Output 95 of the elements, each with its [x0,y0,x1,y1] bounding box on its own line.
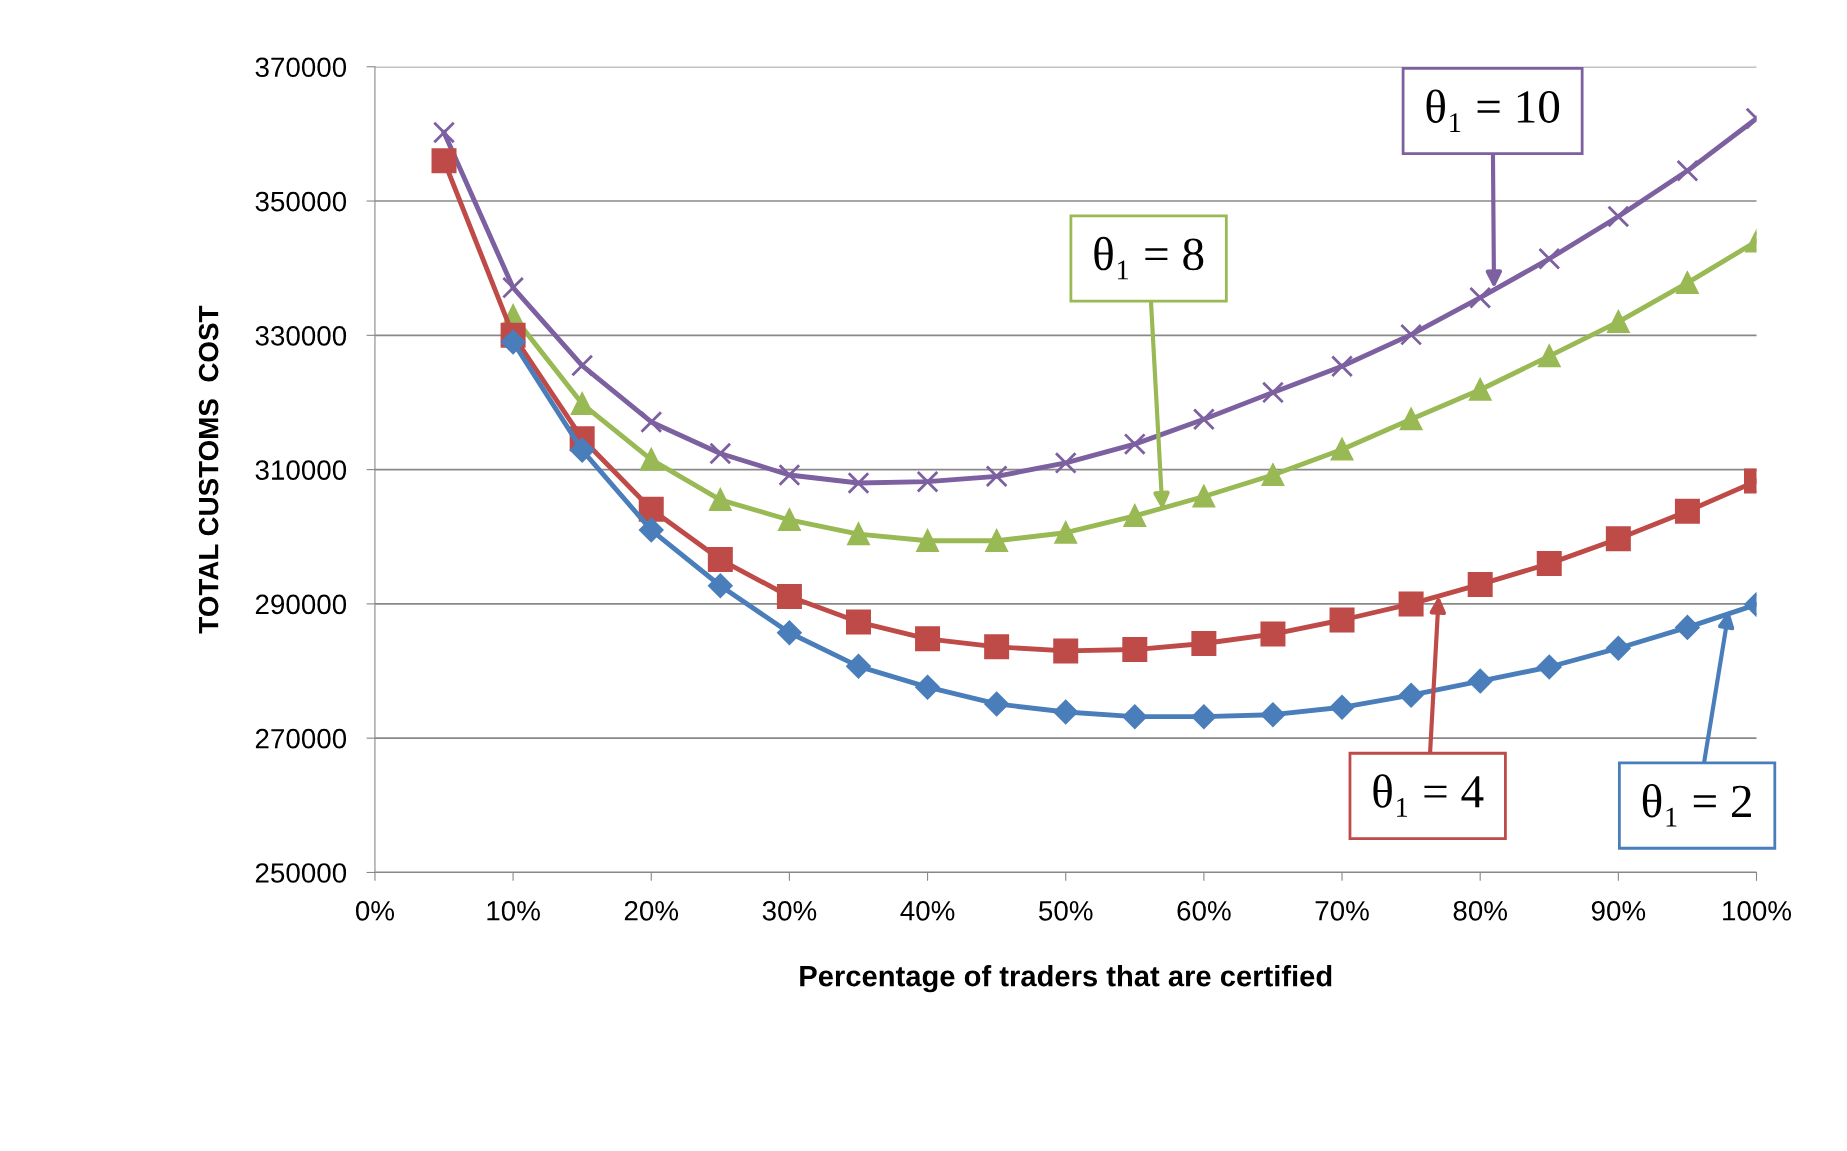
point [709,488,732,511]
point [501,276,525,299]
point [1330,438,1354,461]
point [709,442,732,465]
point [1261,381,1285,404]
point [1537,654,1562,680]
point [1469,378,1492,401]
y-tick-label: 330000 [255,325,347,346]
point [984,634,1010,660]
point [1192,408,1215,431]
point [1122,704,1147,729]
point [984,691,1009,717]
point [432,121,456,144]
point [569,437,595,463]
point [1398,683,1424,708]
point [1607,310,1630,334]
point [1467,571,1493,597]
point [916,470,939,493]
point [1123,432,1146,456]
annotation: θ₁ = 2 [1642,783,1751,827]
point [847,522,870,546]
y-tick-label: 290000 [255,594,347,615]
point [707,547,733,573]
point [1330,355,1354,378]
point [1053,638,1079,664]
point [916,529,939,552]
point [845,609,871,635]
x-tick-label: 90% [1591,900,1646,921]
point [1538,345,1561,368]
point [1054,451,1077,475]
point [1329,607,1355,633]
point [1606,636,1631,661]
x-tick-label: 30% [762,900,817,921]
x-tick-label: 10% [487,900,540,921]
point [915,674,940,700]
point [1191,704,1217,729]
point [1400,323,1423,346]
y-tick-label: 270000 [255,728,347,749]
point [1676,271,1699,295]
point [778,508,801,532]
point [778,463,801,487]
point [639,517,664,543]
point [640,410,663,434]
point [1261,463,1285,487]
point [846,654,871,679]
x-tick-label: 80% [1453,900,1507,921]
x-tick-label: 50% [1039,900,1093,921]
point [1260,621,1286,647]
point [1192,485,1215,508]
x-tick-label: 100% [1723,900,1792,921]
y-axis-title: TOTAL CUSTOMS COST [198,305,219,634]
point [1676,159,1699,182]
point [777,620,802,645]
annotation: θ₁ = 4 [1373,774,1484,817]
point [431,148,457,174]
point [571,392,594,415]
y-tick-label: 250000 [255,863,347,883]
point [1122,637,1148,663]
point [571,354,594,377]
x-axis-title: Percentage of traders that are certified [800,965,1332,993]
point [500,329,526,355]
point [776,584,802,610]
point [985,529,1008,552]
point [1675,615,1700,640]
x-tick-label: 0% [355,900,395,921]
x-tick-label: 40% [900,900,955,921]
point [640,448,663,471]
point [1054,521,1077,544]
point [708,573,733,598]
point [1674,498,1700,524]
point [1329,695,1355,720]
x-tick-label: 70% [1315,900,1369,921]
y-tick-label: 350000 [255,191,347,212]
point [1260,702,1286,727]
point [1605,526,1631,552]
x-tick-label: 20% [624,900,679,921]
point [1191,631,1217,657]
point [1469,286,1492,309]
annotation: θ₁ = 8 [1094,236,1204,280]
point [1398,591,1424,617]
annotation: θ₁ = 10 [1426,89,1560,132]
point [1538,247,1561,270]
x-tick-label: 60% [1177,900,1231,921]
point [915,626,941,652]
y-tick-label: 310000 [255,460,347,480]
point [1400,408,1423,431]
point [1467,668,1493,694]
point [985,465,1008,488]
point [638,496,664,522]
point [1607,205,1630,228]
point [1123,504,1146,528]
y-tick-label: 370000 [255,57,347,78]
point [847,471,870,495]
point [1536,551,1562,577]
point [1053,699,1078,725]
